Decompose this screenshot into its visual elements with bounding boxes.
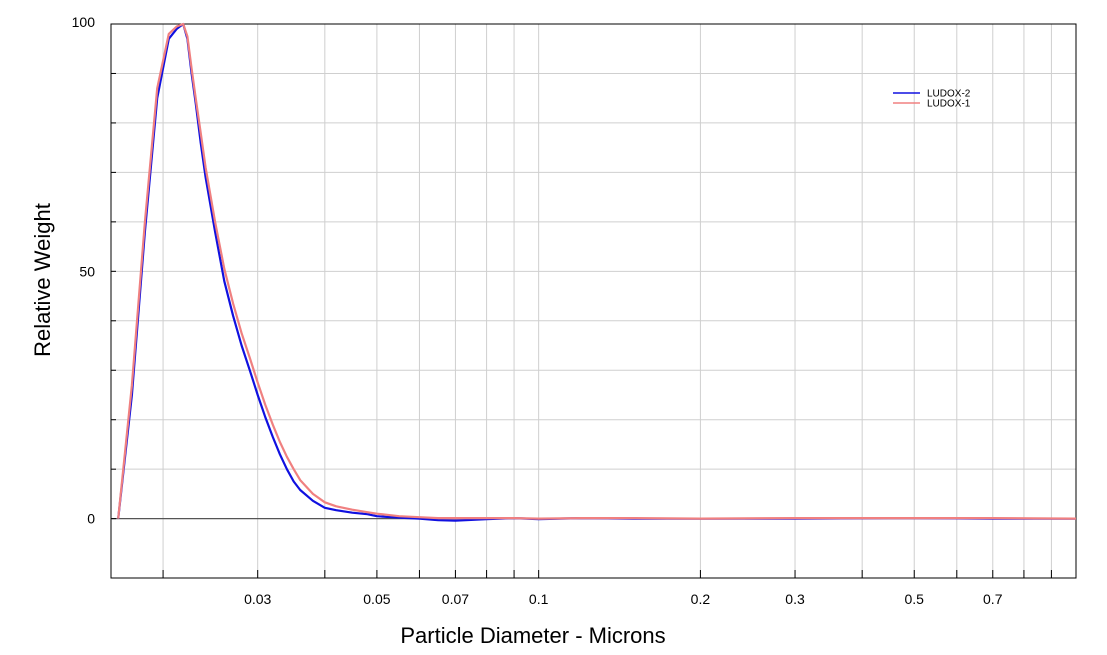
x-tick-label: 0.03 (244, 591, 271, 607)
x-axis-title: Particle Diameter - Microns (400, 623, 665, 648)
series-line-ludox-1 (117, 22, 1077, 520)
legend-label-ludox-2: LUDOX-2 (927, 89, 971, 100)
x-tick-label: 0.1 (529, 591, 549, 607)
x-tick-label: 0.07 (442, 591, 469, 607)
y-tick-label: 100 (72, 14, 96, 30)
y-axis-title: Relative Weight (30, 203, 55, 357)
legend-label-ludox-1: LUDOX-1 (927, 99, 971, 110)
x-tick-label: 0.3 (785, 591, 805, 607)
y-tick-label: 0 (87, 511, 95, 527)
y-tick-label: 50 (79, 263, 95, 279)
plot-frame (110, 23, 1077, 579)
x-tick-label: 0.2 (691, 591, 711, 607)
x-tick-label: 0.5 (905, 591, 925, 607)
gridlines (111, 24, 1076, 578)
series-lines (117, 22, 1077, 522)
x-tick-label: 0.05 (363, 591, 390, 607)
x-tick-label: 0.7 (983, 591, 1003, 607)
tick-labels: 0.03 0.05 0.07 0.1 0.2 0.3 0.5 0.7 100 50 0 (72, 14, 1003, 607)
